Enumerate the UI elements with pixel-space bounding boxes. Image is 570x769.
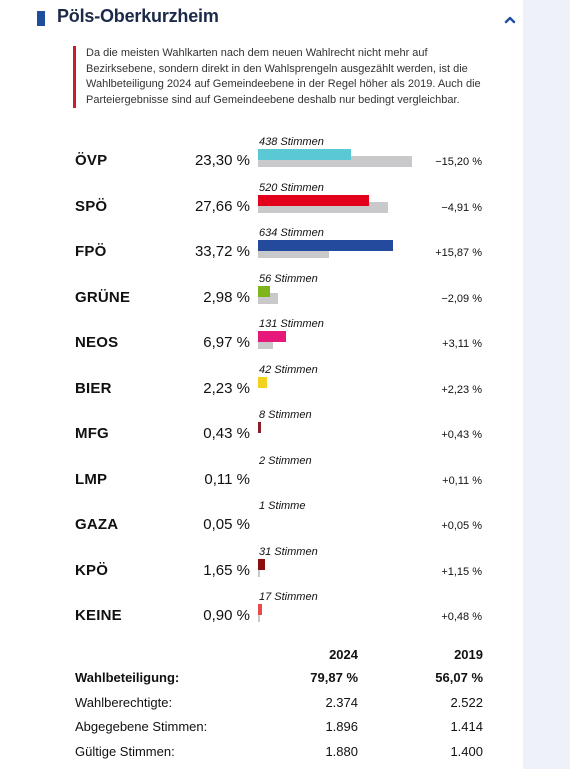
- party-change: +2,23 %: [441, 383, 482, 396]
- party-name: KPÖ: [75, 561, 109, 579]
- bar-2019: [258, 611, 260, 622]
- party-row: KEINE 0,90 % 17 Stimmen +0,48 %: [0, 591, 523, 640]
- party-percentage: 6,97 %: [203, 334, 250, 351]
- party-percentage: 1,65 %: [203, 561, 250, 579]
- party-votes: 1 Stimme: [259, 500, 306, 512]
- bar-2019: [258, 156, 412, 167]
- page-title: Pöls-Oberkurzheim: [57, 6, 219, 26]
- bar-2024: [258, 422, 261, 433]
- party-percentage: 27,66 %: [194, 197, 250, 215]
- party-change: +0,43 %: [441, 429, 482, 441]
- party-name: ÖVP: [75, 152, 108, 169]
- bar-2019: [258, 565, 260, 577]
- party-votes: 56 Stimmen: [259, 272, 318, 285]
- party-row: FPÖ 33,72 % 634 Stimmen +15,87 %: [0, 227, 523, 276]
- party-percentage: 0,05 %: [203, 516, 250, 533]
- stat-label: Wahlbeteiligung:: [75, 670, 180, 685]
- stat-value-2024: 1.896: [325, 719, 358, 734]
- party-row: GRÜNE 2,98 % 56 Stimmen −2,09 %: [0, 273, 523, 322]
- party-percentage: 2,23 %: [203, 379, 250, 397]
- party-name: MFG: [75, 425, 109, 442]
- bar-2019: [258, 247, 330, 258]
- party-row: KPÖ 1,65 % 31 Stimmen +1,15 %: [0, 546, 523, 595]
- party-votes: 2 Stimmen: [259, 454, 312, 467]
- party-percentage: 0,90 %: [203, 607, 250, 624]
- info-note: Da die meisten Wahlkarten nach dem neuen…: [73, 46, 486, 108]
- party-votes: 131 Stimmen: [259, 318, 324, 330]
- party-percentage: 2,98 %: [203, 288, 250, 306]
- right-gutter: [523, 0, 570, 769]
- party-votes: 17 Stimmen: [259, 591, 318, 603]
- stat-value-2019: 56,07 %: [435, 670, 483, 685]
- panel-header: Pöls-Oberkurzheim: [0, 0, 523, 36]
- party-change: +15,87 %: [435, 247, 482, 259]
- party-name: BIER: [75, 379, 112, 397]
- stat-label: Gültige Stimmen:: [75, 743, 175, 759]
- party-name: SPÖ: [75, 197, 108, 215]
- stat-row: Wahlbeteiligung: 79,87 % 56,07 %: [0, 670, 523, 694]
- party-row: GAZA 0,05 % 1 Stimme +0,05 %: [0, 500, 523, 549]
- stat-value-2019: 1.414: [450, 719, 483, 734]
- party-votes: 31 Stimmen: [259, 545, 318, 558]
- stat-value-2024: 79,87 %: [310, 670, 358, 685]
- stat-label: Abgegebene Stimmen:: [75, 719, 208, 734]
- bar-2024: [258, 376, 267, 388]
- party-change: −2,09 %: [441, 292, 482, 305]
- bar-2019: [258, 338, 274, 349]
- chevron-up-icon[interactable]: [499, 9, 521, 29]
- party-change: +0,11 %: [442, 474, 482, 487]
- header-marker: [37, 11, 45, 26]
- bar-2024: [258, 331, 286, 342]
- bar-2024: [258, 558, 265, 570]
- column-header-2019: 2019: [454, 647, 483, 662]
- party-votes: 634 Stimmen: [259, 227, 324, 239]
- stat-value-2019: 1.400: [450, 743, 483, 759]
- column-header-2024: 2024: [329, 647, 358, 662]
- party-percentage: 0,11 %: [204, 470, 250, 488]
- stat-value-2019: 2.522: [450, 694, 483, 710]
- bar-2024: [258, 240, 393, 251]
- stat-value-2024: 1.880: [325, 743, 358, 759]
- party-name: GRÜNE: [75, 288, 131, 306]
- party-change: −15,20 %: [435, 156, 482, 168]
- bar-2019: [258, 201, 389, 213]
- party-votes: 438 Stimmen: [259, 136, 324, 148]
- results-panel: Pöls-Oberkurzheim Da die meisten Wahlkar…: [0, 0, 523, 768]
- stat-row: Wahlberechtigte: 2.374 2.522: [0, 695, 523, 719]
- bar-2024: [258, 149, 352, 160]
- party-name: LMP: [75, 470, 108, 488]
- party-row: BIER 2,23 % 42 Stimmen +2,23 %: [0, 364, 523, 413]
- party-votes: 42 Stimmen: [259, 363, 318, 376]
- party-percentage: 33,72 %: [194, 243, 250, 260]
- party-change: +1,15 %: [441, 565, 482, 578]
- stat-value-2024: 2.374: [325, 694, 358, 710]
- bar-2019: [258, 292, 279, 304]
- party-votes: 520 Stimmen: [259, 181, 324, 194]
- party-percentage: 0,43 %: [203, 425, 250, 442]
- party-row: SPÖ 27,66 % 520 Stimmen −4,91 %: [0, 182, 523, 231]
- party-row: MFG 0,43 % 8 Stimmen +0,43 %: [0, 409, 523, 458]
- party-name: GAZA: [75, 516, 119, 533]
- bar-2024: [258, 194, 369, 206]
- party-change: +0,05 %: [441, 520, 482, 532]
- stat-row: Gültige Stimmen: 1.880 1.400: [0, 744, 523, 768]
- party-name: NEOS: [75, 334, 119, 351]
- party-name: KEINE: [75, 607, 122, 624]
- party-change: −4,91 %: [441, 201, 482, 214]
- party-percentage: 23,30 %: [194, 152, 250, 169]
- party-row: NEOS 6,97 % 131 Stimmen +3,11 %: [0, 318, 523, 367]
- party-name: FPÖ: [75, 243, 107, 260]
- party-change: +0,48 %: [441, 611, 482, 623]
- party-row: ÖVP 23,30 % 438 Stimmen −15,20 %: [0, 136, 523, 185]
- party-votes: 8 Stimmen: [259, 409, 312, 421]
- bar-2024: [258, 604, 262, 615]
- stat-label: Wahlberechtigte:: [75, 694, 173, 710]
- party-row: LMP 0,11 % 2 Stimmen +0,11 %: [0, 455, 523, 504]
- stat-row: Abgegebene Stimmen: 1.896 1.414: [0, 719, 523, 743]
- party-change: +3,11 %: [442, 338, 482, 350]
- bar-2024: [258, 285, 270, 297]
